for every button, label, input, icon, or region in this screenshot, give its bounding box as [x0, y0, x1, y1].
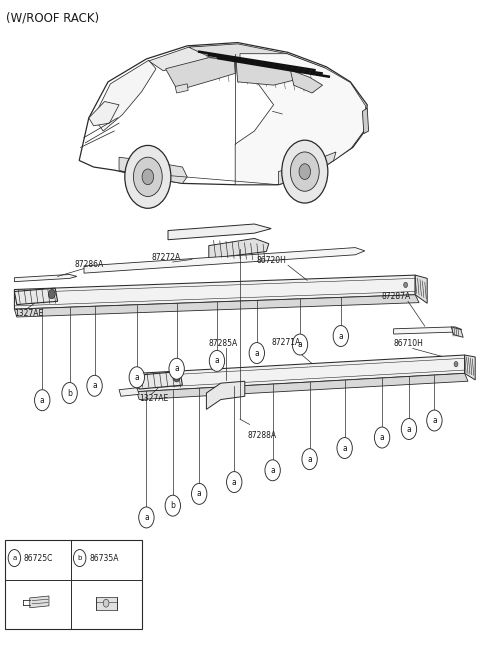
Text: a: a [254, 348, 259, 358]
Polygon shape [175, 84, 188, 93]
Circle shape [125, 145, 171, 208]
Polygon shape [166, 58, 235, 90]
Text: a: a [380, 433, 384, 442]
Polygon shape [451, 327, 463, 337]
Polygon shape [209, 238, 269, 259]
Polygon shape [206, 381, 245, 409]
Text: a: a [197, 489, 202, 498]
Polygon shape [137, 371, 182, 389]
Text: a: a [144, 513, 149, 522]
Text: a: a [407, 424, 411, 434]
Circle shape [73, 550, 86, 567]
Polygon shape [14, 275, 415, 309]
Text: a: a [338, 331, 343, 341]
Circle shape [401, 419, 417, 440]
Polygon shape [119, 157, 187, 183]
Text: 87272A: 87272A [151, 253, 180, 262]
Polygon shape [30, 596, 49, 608]
Text: 87287A: 87287A [382, 292, 411, 301]
Polygon shape [89, 102, 119, 126]
Circle shape [333, 326, 348, 346]
Polygon shape [465, 355, 475, 380]
Circle shape [169, 358, 184, 379]
Text: b: b [170, 501, 175, 510]
Text: a: a [92, 381, 97, 390]
Polygon shape [415, 275, 427, 303]
Text: a: a [232, 477, 237, 487]
Text: 87286A: 87286A [74, 259, 104, 269]
Polygon shape [278, 152, 336, 185]
Circle shape [282, 140, 328, 203]
Polygon shape [236, 60, 300, 85]
Circle shape [48, 290, 55, 299]
Text: 86710H: 86710H [394, 339, 423, 348]
Polygon shape [137, 355, 465, 392]
Circle shape [8, 550, 21, 567]
Circle shape [165, 495, 180, 516]
Circle shape [103, 599, 109, 607]
Polygon shape [168, 224, 271, 240]
Text: a: a [298, 340, 302, 349]
Text: a: a [270, 466, 275, 475]
Text: 87288A: 87288A [247, 431, 276, 440]
Text: a: a [174, 364, 179, 373]
Text: 87285A: 87285A [209, 339, 238, 348]
Text: 1327AE: 1327AE [139, 394, 168, 403]
Circle shape [249, 343, 264, 364]
Text: 86735A: 86735A [89, 553, 119, 563]
Text: 1327AE: 1327AE [14, 309, 44, 318]
Polygon shape [79, 43, 367, 185]
Circle shape [87, 375, 102, 396]
Text: a: a [342, 443, 347, 453]
Circle shape [139, 507, 154, 528]
Circle shape [404, 282, 408, 288]
Circle shape [337, 438, 352, 458]
Text: a: a [40, 396, 45, 405]
Circle shape [454, 362, 458, 367]
Polygon shape [14, 295, 419, 317]
Polygon shape [235, 54, 366, 185]
Circle shape [302, 449, 317, 470]
Text: (W/ROOF RACK): (W/ROOF RACK) [6, 12, 99, 25]
Circle shape [192, 483, 207, 504]
Text: 87271A: 87271A [271, 338, 300, 347]
Text: a: a [12, 555, 16, 561]
Text: 86720H: 86720H [257, 256, 287, 265]
Circle shape [142, 169, 154, 185]
Circle shape [290, 152, 319, 191]
Polygon shape [189, 44, 325, 77]
Circle shape [133, 157, 162, 196]
Polygon shape [14, 274, 77, 282]
Circle shape [173, 373, 180, 382]
Polygon shape [362, 108, 369, 134]
Circle shape [299, 164, 311, 179]
Circle shape [62, 383, 77, 403]
Polygon shape [14, 288, 58, 305]
Text: a: a [215, 356, 219, 365]
Polygon shape [119, 388, 139, 396]
Circle shape [374, 427, 390, 448]
Polygon shape [84, 248, 365, 273]
Polygon shape [290, 70, 323, 93]
Polygon shape [149, 46, 240, 71]
Circle shape [209, 350, 225, 371]
Circle shape [227, 472, 242, 493]
Text: a: a [134, 373, 139, 382]
Circle shape [427, 410, 442, 431]
Text: 86725C: 86725C [24, 553, 53, 563]
Text: a: a [307, 455, 312, 464]
Text: b: b [77, 555, 82, 561]
Text: b: b [67, 388, 72, 398]
Polygon shape [137, 373, 468, 400]
Circle shape [129, 367, 144, 388]
Circle shape [265, 460, 280, 481]
Polygon shape [394, 327, 462, 334]
Polygon shape [96, 597, 117, 610]
Polygon shape [94, 60, 156, 131]
Circle shape [35, 390, 50, 411]
Circle shape [292, 334, 308, 355]
Text: a: a [432, 416, 437, 425]
